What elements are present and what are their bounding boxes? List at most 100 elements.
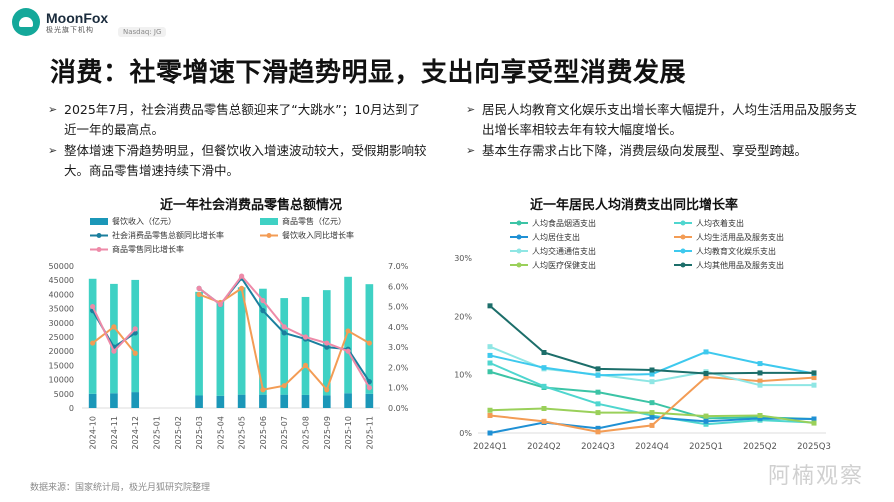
retail-chart-title: 近一年社会消费品零售总额情况	[160, 198, 343, 213]
point-5-2025Q2	[757, 361, 763, 367]
x-tick-label: 2025-05	[238, 416, 247, 449]
y-tick-label: 25000	[49, 333, 74, 342]
point-4-2024Q4	[649, 379, 655, 385]
brand-logo[interactable]: MoonFox 极光旗下机构	[12, 8, 108, 36]
point-2-2025-11	[366, 385, 372, 391]
y-tick-label: 45000	[49, 276, 74, 285]
legend-label-1: 人均衣着支出	[696, 218, 744, 228]
legend-marker-5	[680, 248, 686, 254]
point-2-2024Q4	[649, 414, 655, 420]
x-tick-label: 2025-09	[323, 416, 332, 449]
brand-subtitle: 极光旗下机构	[46, 25, 94, 34]
y-tick-label: 20%	[454, 312, 472, 321]
bar-retail-goods-2025-05	[237, 287, 246, 395]
x-tick-label: 2025-10	[344, 416, 353, 449]
data-source: 数据来源：国家统计局，极光月狐研究院整理	[30, 483, 211, 493]
legend-label-0: 餐饮收入（亿元）	[112, 216, 176, 226]
point-7-2025Q1	[703, 371, 709, 376]
ticker-badge: Nasdaq: JG	[118, 27, 167, 37]
point-5-2024Q4	[649, 371, 655, 377]
point-1-2025-07	[281, 383, 287, 389]
point-2-2025Q3	[811, 416, 817, 422]
left-bullet-2: 整体增速下滑趋势明显，但餐饮收入增速波动较大，受假期影响较大。商品零售增速持续下…	[48, 141, 428, 181]
y-tick-label: 20000	[49, 347, 74, 356]
y-tick-label: 30%	[454, 254, 472, 263]
point-0-2025-06	[260, 308, 266, 314]
legend-swatch-0	[90, 218, 108, 225]
bar-catering-2025-11	[365, 393, 374, 408]
x-tick-label: 2024Q3	[581, 442, 615, 452]
bar-retail-goods-2025-10	[344, 276, 352, 394]
point-3-2024Q4	[649, 422, 655, 428]
x-tick-label: 2025-04	[216, 416, 225, 449]
y-tick-label: 30000	[49, 319, 74, 328]
point-0-2025-11	[366, 379, 372, 385]
point-1-2024Q3	[595, 401, 601, 407]
right-bullet-list: 居民人均教育文化娱乐支出增长率大幅提升，人均生活用品及服务支出增长率相较去年有较…	[466, 100, 866, 162]
point-2-2025-10	[345, 348, 351, 354]
legend-label-6: 人均医疗保健支出	[532, 260, 596, 270]
point-6-2024Q4	[649, 410, 655, 416]
point-2-2025Q2	[757, 415, 763, 421]
legend-marker-0	[516, 220, 522, 226]
y2-tick-label: 0.0%	[388, 404, 409, 413]
point-1-2025-03	[196, 291, 202, 297]
point-7-2025Q3	[811, 370, 817, 376]
point-7-2024Q2	[541, 350, 547, 355]
x-tick-label: 2024-11	[110, 416, 119, 449]
point-2-2025-05	[239, 273, 245, 279]
point-0-2024Q1	[487, 369, 493, 375]
point-5-2024Q1	[487, 352, 493, 358]
point-2-2024-10	[90, 303, 96, 310]
legend-marker-7	[680, 262, 686, 268]
point-1-2025-09	[324, 387, 330, 393]
x-tick-label: 2024Q2	[527, 442, 561, 452]
point-2-2025-03	[196, 285, 202, 291]
point-1-2024Q1	[487, 360, 493, 366]
y-tick-label: 10000	[49, 376, 74, 385]
legend-marker-2	[96, 233, 102, 238]
bar-catering-2025-05	[237, 394, 246, 408]
moonfox-logo-icon	[12, 8, 40, 36]
y-tick-label: 40000	[49, 290, 74, 299]
x-tick-label: 2025-07	[280, 416, 289, 449]
bar-retail-goods-2024-11	[110, 283, 118, 394]
watermark-text: 阿楠观察	[768, 464, 865, 489]
bar-catering-2025-10	[344, 393, 352, 408]
x-tick-label: 2025-03	[195, 416, 204, 449]
point-2-2024-11	[111, 348, 117, 354]
point-2-2024Q1	[487, 430, 493, 436]
x-tick-label: 2025-06	[259, 416, 268, 449]
point-1-2025Q1	[703, 421, 709, 427]
y2-tick-label: 3.0%	[388, 343, 409, 352]
point-2-2025-09	[324, 340, 330, 346]
point-1-2025-11	[366, 340, 372, 346]
point-7-2024Q3	[595, 366, 601, 372]
right-bullet-2: 基本生存需求占比下降，消费层级向发展型、享受型跨越。	[466, 141, 866, 161]
point-1-2025-06	[260, 387, 266, 393]
point-2-2024-12	[132, 326, 138, 332]
point-1-2024Q2	[541, 383, 547, 389]
y-tick-label: 10%	[454, 371, 472, 380]
point-1-2025-08	[302, 362, 309, 368]
brand-name: MoonFox	[46, 9, 109, 26]
bar-catering-2025-06	[259, 394, 267, 408]
y2-tick-label: 2.0%	[388, 363, 409, 372]
point-3-2025Q2	[757, 378, 763, 384]
point-6-2024Q2	[541, 406, 547, 411]
bar-retail-goods-2025-03	[195, 291, 203, 396]
point-0-2025-07	[281, 330, 287, 336]
point-2-2025-08	[302, 334, 309, 340]
y2-tick-label: 6.0%	[388, 282, 409, 291]
legend-label-4: 人均交通通信支出	[532, 246, 596, 256]
point-2-2025-07	[281, 324, 287, 330]
point-0-2025-09	[324, 344, 330, 350]
point-1-2025-10	[345, 328, 351, 334]
x-tick-label: 2025-11	[365, 416, 374, 449]
legend-marker-6	[516, 262, 522, 268]
point-3-2024Q3	[595, 429, 601, 435]
point-0-2024Q4	[649, 400, 655, 406]
bar-retail-goods-2025-06	[259, 288, 267, 395]
point-5-2024Q3	[595, 372, 601, 378]
y2-tick-label: 1.0%	[388, 384, 409, 393]
